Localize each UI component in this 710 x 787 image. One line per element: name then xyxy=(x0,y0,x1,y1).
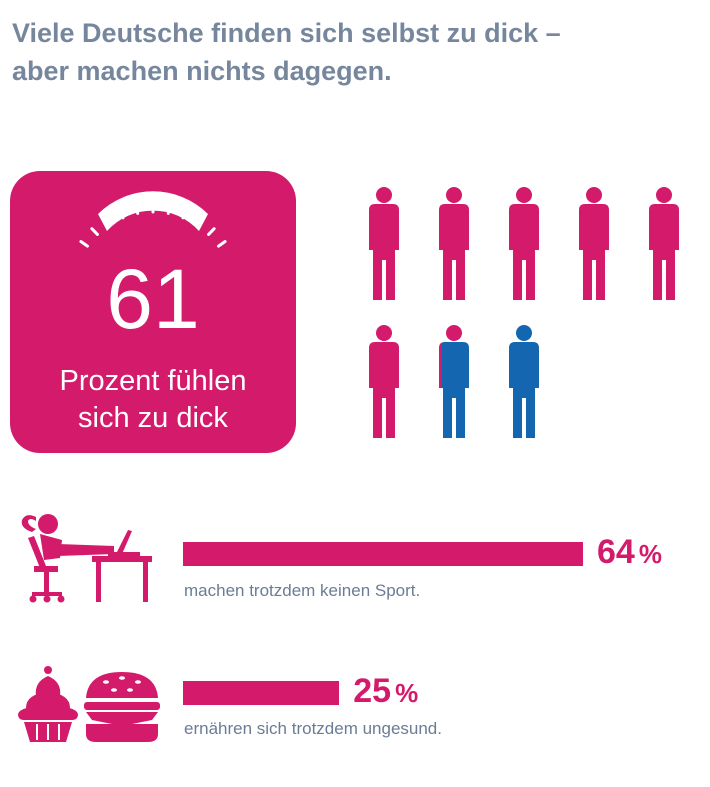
cupcake-and-burger-icon xyxy=(18,666,160,742)
person-icon xyxy=(579,187,609,300)
person-icon xyxy=(439,187,469,300)
people-pictogram xyxy=(369,187,679,438)
stat-label-line-2: sich zu dick xyxy=(78,402,228,434)
bar-no-sport xyxy=(183,542,583,566)
value-label-no-sport: 64% xyxy=(597,532,662,574)
caption-no-sport: machen trotzdem keinen Sport. xyxy=(184,581,421,600)
value-label-unhealthy-diet: 25% xyxy=(353,671,418,713)
person-icon xyxy=(439,325,469,438)
value-number-no-sport: 64 xyxy=(597,533,635,571)
caption-unhealthy-diet: ernähren sich trotzdem ungesund. xyxy=(184,719,442,738)
title-line-1: Viele Deutsche finden sich selbst zu dic… xyxy=(12,18,561,48)
stat-label: Prozent fühlen sich zu dick xyxy=(10,363,296,437)
person-icon xyxy=(369,325,399,438)
person-icon xyxy=(649,187,679,300)
bar-unhealthy-diet xyxy=(183,681,340,705)
stat-card: 61 Prozent fühlen sich zu dick xyxy=(10,171,296,453)
person-lounging-at-desk-icon xyxy=(21,514,152,603)
unit-unhealthy-diet: % xyxy=(395,678,419,708)
stat-label-line-1: Prozent fühlen xyxy=(59,365,247,397)
value-number-unhealthy-diet: 25 xyxy=(353,672,392,710)
person-icon xyxy=(509,187,539,300)
person-icon xyxy=(509,325,539,438)
person-icon xyxy=(369,187,399,300)
title-line-2: aber machen nichts dagegen. xyxy=(12,56,392,86)
unit-no-sport: % xyxy=(638,539,662,569)
stat-value: 61 xyxy=(106,252,200,346)
page-title: Viele Deutsche finden sich selbst zu dic… xyxy=(12,14,702,90)
scale-icon xyxy=(79,191,227,248)
